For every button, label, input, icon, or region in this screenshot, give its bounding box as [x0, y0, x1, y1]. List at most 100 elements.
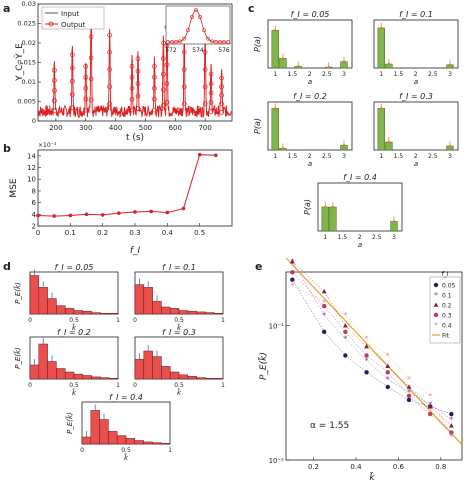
- output-marker: [202, 50, 208, 55]
- panel-d-subplot-title: f_I = 0.05: [55, 263, 94, 272]
- panel-d-bar: [143, 287, 153, 315]
- output-marker: [219, 92, 224, 98]
- panel-a-letter: a: [3, 2, 10, 15]
- panel-d-bar: [38, 287, 48, 315]
- panel-c-xtick-label: 1: [273, 153, 277, 160]
- panel-d-bar: [134, 440, 144, 445]
- panel-d-bar: [187, 310, 197, 315]
- mse-point: [133, 210, 137, 214]
- panel-c-xtick-label: 1.5: [394, 71, 404, 78]
- panel-d-xtick-label: 0: [133, 382, 137, 389]
- output-marker: [129, 74, 135, 80]
- panel-c-subplot: f_I = 0.2 1 1.5 2 2.5 3 a P(a): [253, 92, 353, 168]
- panel-d-xtick-label: 0.5: [69, 317, 79, 324]
- panel-a-legend: Input Output: [41, 6, 105, 30]
- panel-b-xtick-label: 0.5: [194, 229, 205, 237]
- inset-marker: [226, 40, 230, 44]
- panel-c-xtick-label: 1.5: [338, 234, 348, 241]
- panel-b-letter: b: [3, 142, 11, 155]
- legend-label: 0.3: [442, 313, 452, 320]
- panel-e-point: [364, 343, 369, 349]
- panel-c-marker: [448, 63, 452, 66]
- panel-d-xtick-label: 0.5: [174, 382, 184, 389]
- output-marker: [152, 74, 157, 80]
- panel-d-bar: [205, 378, 215, 380]
- panel-d-bar: [29, 364, 40, 380]
- panel-e-point: [342, 323, 348, 328]
- panel-d-xtick-label: 1: [116, 382, 120, 389]
- panel-e-xtick-label: 0.2: [308, 463, 319, 471]
- panel-d-bar: [196, 377, 206, 380]
- output-marker: [181, 50, 187, 55]
- output-marker: [202, 67, 208, 72]
- panel-d-bar: [29, 275, 40, 315]
- inset-marker: [174, 40, 178, 44]
- panel-e-ytick-label: 10⁻¹: [269, 323, 285, 331]
- panel-c-marker: [281, 57, 285, 60]
- panel-e-point: *: [386, 375, 390, 384]
- panel-c-marker: [387, 140, 391, 144]
- mse-point: [84, 212, 89, 217]
- output-marker: [129, 96, 135, 102]
- inset-marker: [166, 40, 170, 44]
- inset-marker: [170, 40, 174, 44]
- panel-d-subplot: f_I = 0.1 0 0.5 1 k̃: [133, 263, 225, 332]
- inset-marker: [186, 28, 190, 33]
- output-marker: [69, 65, 75, 71]
- output-marker: [164, 99, 170, 105]
- output-marker: [52, 78, 57, 83]
- output-marker: [208, 90, 214, 96]
- legend-label: 0.4: [442, 323, 452, 330]
- panel-d-bar: [187, 375, 197, 380]
- panel-e-point: *: [386, 352, 390, 361]
- panel-e-point: [290, 277, 295, 282]
- panel-d-bar: [205, 312, 215, 315]
- panel-d-bar: [100, 377, 110, 380]
- panel-a-xtick-label: 600: [169, 124, 182, 132]
- panel-a-inset: 572 574 576: [165, 5, 231, 54]
- panel-c-subplot: f_I = 0.3 1 1.5 2 2.5 3 a: [373, 92, 459, 168]
- panel-c-xtick-label: 2: [308, 71, 312, 78]
- output-marker: [129, 85, 135, 91]
- panel-d-subplot: f_I = 0.4 0 0.5 1 k̃ P_E(k̃): [66, 393, 172, 462]
- panel-c-bar: [377, 27, 385, 69]
- panel-e-point: [343, 329, 348, 335]
- inset-marker: [198, 15, 202, 19]
- panel-d-bar: [161, 306, 171, 315]
- panel-d-bar: [178, 310, 189, 315]
- panel-d-xtick-label: 0: [80, 447, 84, 454]
- output-marker: [152, 64, 157, 69]
- panel-c: c f_I = 0.05 1 1.5 2 2.5 3 a P(a) f_I = 0.1 1 1.5 2…: [248, 2, 459, 249]
- output-marker: [83, 85, 89, 91]
- output-marker: [69, 105, 75, 111]
- output-marker: [83, 64, 89, 69]
- panel-e-point: [290, 270, 295, 275]
- legend-label: 0.2: [442, 303, 452, 310]
- panel-c-bar: [271, 30, 279, 69]
- output-marker: [202, 101, 208, 107]
- panel-e-legend: f_I 0.05 * 0.1 0.2 0.3 * 0.4 Fit: [429, 271, 461, 344]
- panel-c-xtick-label: 2: [308, 153, 312, 160]
- panel-d-bar: [47, 361, 57, 380]
- panel-a-xtick-label: 400: [109, 124, 122, 132]
- panel-e-point: *: [365, 357, 369, 366]
- output-marker: [83, 107, 89, 113]
- output-marker: [129, 107, 135, 113]
- output-marker: [152, 85, 157, 91]
- panel-d-xtick-label: 0: [133, 317, 137, 324]
- panel-e-ylabel: P_E(k̃): [257, 352, 269, 380]
- mse-point: [165, 210, 170, 215]
- output-marker: [219, 110, 224, 115]
- panel-d-xlabel: k̃: [72, 324, 77, 332]
- panel-a-ytick-label: 0.005: [17, 98, 36, 106]
- panel-b-ytick-label: 14: [27, 152, 36, 160]
- panel-d-bar: [116, 435, 127, 445]
- panel-d-ylabel: P_E(k̃): [14, 282, 22, 304]
- panel-a: a 200 300 400 500 600 700 0 0.005 0.01 0.015 0.02 0…: [3, 0, 233, 143]
- panel-d-bar: [56, 368, 66, 380]
- panel-d-bar: [152, 356, 162, 380]
- panel-b: b ×10⁻³ 0 0.1 0.2 0.3 0.4 0.5 2 4 6 8 10 12 14 MSE f…: [3, 142, 233, 256]
- panel-a-ytick-label: 0.02: [22, 39, 36, 47]
- panel-c-bar: [321, 206, 329, 232]
